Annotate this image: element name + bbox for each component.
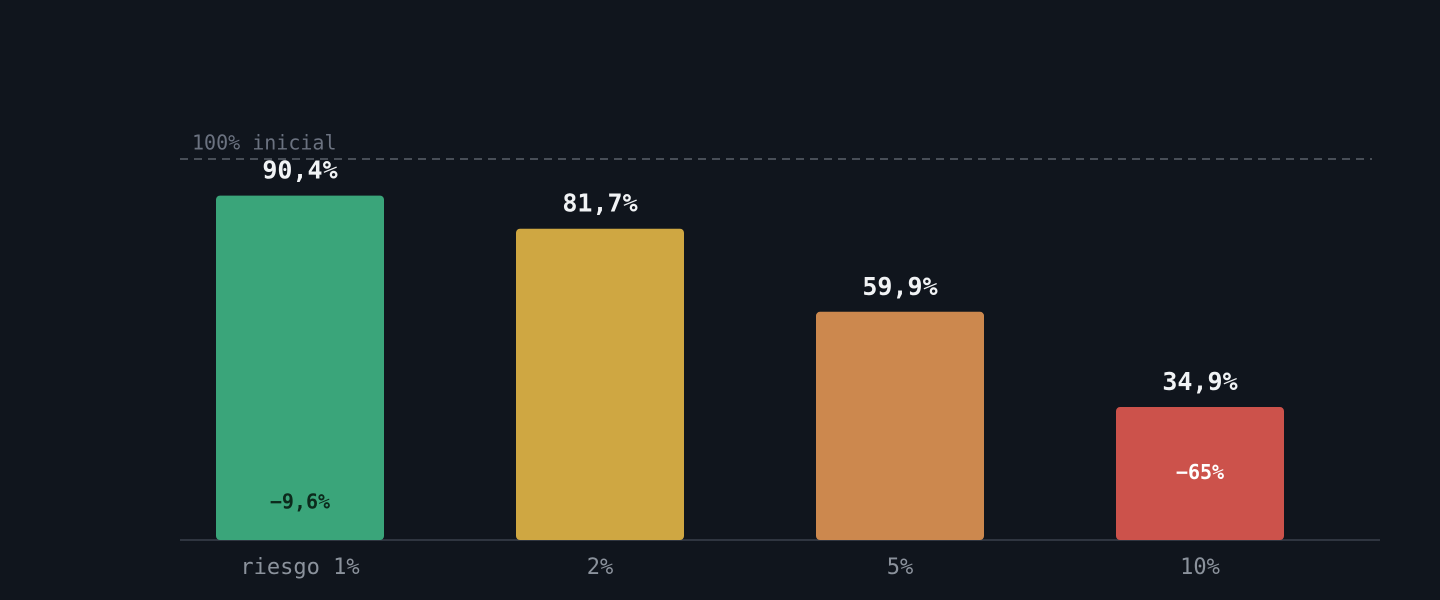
drop-label: −9,6% [270,490,330,514]
bar [1116,407,1284,540]
value-label: 59,9% [862,272,937,301]
value-label: 34,9% [1162,367,1237,396]
bar [516,228,684,540]
x-tick-label: riesgo 1% [240,555,359,580]
value-label: 90,4% [262,156,337,185]
x-tick-label: 2% [587,555,614,580]
value-label: 81,7% [562,189,637,218]
bar [216,195,384,541]
x-tick-label: 10% [1180,555,1220,580]
x-tick-label: 5% [887,555,914,580]
bar [816,311,984,540]
reference-label: 100% inicial [192,131,337,155]
drop-label: −65% [1176,460,1224,484]
